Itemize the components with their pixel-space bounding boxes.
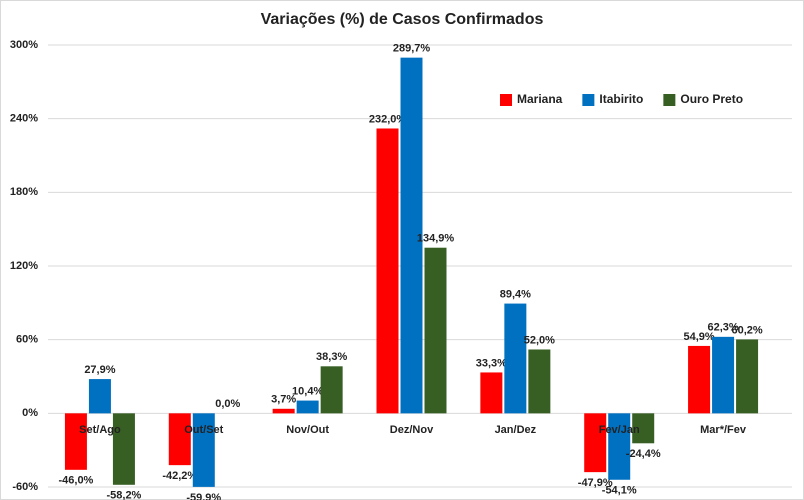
bar (376, 128, 399, 414)
value-label: -47,9% (578, 477, 613, 489)
value-label: -42,2% (162, 470, 197, 482)
bar (320, 366, 343, 414)
value-label: -58,2% (106, 490, 141, 500)
value-label: 60,2% (731, 324, 762, 336)
x-tick-label: Dez/Nov (390, 424, 434, 436)
y-tick-label: 180% (10, 186, 38, 198)
legend-label: Mariana (517, 92, 563, 106)
bar (736, 339, 759, 414)
x-tick-label: Out/Set (184, 424, 223, 436)
value-label: 52,0% (524, 334, 555, 346)
value-label: 289,7% (393, 43, 431, 55)
bar (272, 408, 295, 414)
legend-label: Ouro Preto (680, 92, 743, 106)
bar (88, 379, 111, 414)
x-tick-label: Nov/Out (286, 424, 329, 436)
bar (64, 413, 87, 470)
bar (712, 336, 735, 414)
y-tick-label: 0% (22, 407, 38, 419)
value-label: 89,4% (500, 288, 531, 300)
bar (504, 303, 527, 414)
bar (192, 413, 215, 487)
bar (112, 413, 135, 485)
value-label: 10,4% (292, 385, 323, 397)
bar (584, 413, 607, 473)
y-tick-label: 240% (10, 113, 38, 125)
value-label: -24,4% (626, 448, 661, 460)
y-tick-label: 60% (16, 334, 38, 346)
chart-title: Variações (%) de Casos Confirmados (261, 11, 544, 28)
value-label: -54,1% (602, 485, 637, 497)
value-label: -59,9% (186, 492, 221, 500)
value-label: 38,3% (316, 351, 347, 363)
value-label: 62,3% (707, 322, 738, 334)
legend-swatch (582, 94, 595, 106)
y-tick-label: 120% (10, 260, 38, 272)
x-tick-label: Fev/Jan (599, 424, 640, 436)
value-label: 27,9% (84, 364, 115, 376)
value-label: 0,0% (215, 398, 240, 410)
bar (400, 57, 423, 414)
bar (632, 413, 655, 444)
y-tick-label: -60% (12, 481, 38, 493)
bar (296, 400, 319, 414)
legend-swatch (500, 94, 512, 106)
value-label: -46,0% (58, 475, 93, 487)
y-tick-label: 300% (10, 39, 38, 51)
value-label: 232,0% (369, 113, 407, 125)
x-tick-label: Mar*/Fev (700, 424, 747, 436)
legend-swatch (663, 94, 676, 106)
bar (424, 247, 447, 414)
legend-label: Itabirito (599, 92, 643, 106)
bar (688, 345, 711, 414)
value-label: 54,9% (683, 331, 714, 343)
value-label: 3,7% (271, 394, 296, 406)
bar (528, 349, 551, 414)
x-tick-label: Jan/Dez (495, 424, 537, 436)
x-tick-label: Set/Ago (79, 424, 121, 436)
bar (480, 372, 503, 414)
bar (168, 413, 191, 466)
bar (608, 413, 631, 480)
value-label: 33,3% (476, 357, 507, 369)
value-label: 134,9% (417, 233, 455, 245)
